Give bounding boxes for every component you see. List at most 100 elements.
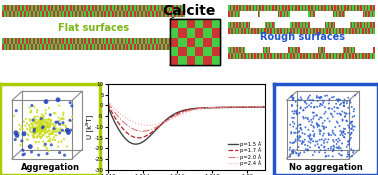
Bar	[9, 11, 11, 17]
Point	[317, 97, 323, 100]
Bar	[274, 11, 275, 17]
Bar	[362, 28, 364, 34]
Bar	[355, 47, 357, 53]
Point	[293, 110, 299, 113]
Bar	[97, 44, 99, 50]
Bar	[373, 5, 375, 11]
Bar	[262, 5, 264, 11]
Bar	[274, 5, 275, 11]
Point	[35, 134, 41, 137]
Bar	[367, 11, 369, 17]
Bar	[266, 47, 267, 53]
Bar	[341, 22, 342, 28]
Point	[320, 134, 326, 137]
Point	[59, 117, 65, 119]
Bar	[143, 5, 145, 11]
Point	[287, 148, 293, 151]
Point	[38, 122, 44, 125]
Bar	[295, 47, 297, 53]
Point	[37, 124, 43, 127]
Bar	[212, 28, 220, 38]
Point	[314, 114, 320, 117]
Point	[56, 128, 62, 131]
Bar	[40, 5, 42, 11]
Point	[39, 126, 45, 129]
Point	[36, 124, 42, 127]
Point	[53, 127, 59, 130]
Point	[42, 127, 48, 130]
Point	[64, 145, 70, 148]
Bar	[272, 11, 274, 17]
Point	[302, 101, 308, 104]
Point	[38, 125, 44, 128]
Bar	[344, 53, 345, 59]
Bar	[319, 11, 321, 17]
Bar	[82, 5, 84, 11]
Point	[38, 124, 44, 126]
Bar	[284, 28, 285, 34]
Bar	[372, 22, 373, 28]
Bar	[176, 44, 178, 50]
Point	[318, 95, 324, 98]
Point	[39, 126, 45, 129]
p=2.0 Å	[175, 114, 179, 116]
Point	[305, 128, 311, 131]
Bar	[355, 28, 357, 34]
Bar	[318, 28, 319, 34]
Bar	[318, 53, 319, 59]
Bar	[241, 28, 243, 34]
Point	[318, 116, 324, 119]
Bar	[6, 38, 8, 44]
p=1.7 Å	[175, 113, 179, 115]
Bar	[130, 11, 132, 17]
Bar	[115, 5, 117, 11]
Point	[308, 105, 314, 108]
Bar	[11, 38, 13, 44]
Point	[339, 110, 345, 113]
Bar	[73, 44, 75, 50]
Point	[45, 123, 51, 126]
Point	[40, 114, 46, 117]
Bar	[46, 11, 48, 17]
Point	[291, 141, 297, 144]
Bar	[112, 44, 114, 50]
Point	[41, 144, 47, 147]
p=1.5 Å	[231, 106, 235, 108]
Bar	[110, 38, 112, 44]
Bar	[274, 22, 275, 28]
Bar	[231, 53, 233, 59]
Point	[65, 131, 71, 134]
Point	[318, 103, 324, 106]
Point	[45, 140, 51, 143]
Bar	[29, 38, 31, 44]
Point	[332, 134, 338, 136]
Bar	[195, 56, 203, 65]
Point	[335, 98, 341, 101]
Bar	[300, 11, 302, 17]
Bar	[326, 22, 328, 28]
Bar	[295, 5, 297, 11]
Bar	[15, 5, 17, 11]
Bar	[51, 5, 53, 11]
Point	[317, 128, 323, 131]
Bar	[170, 38, 172, 44]
Bar	[267, 11, 269, 17]
Point	[59, 140, 65, 143]
Bar	[139, 38, 141, 44]
Bar	[150, 5, 152, 11]
Point	[31, 130, 37, 133]
Point	[330, 139, 336, 141]
Point	[40, 130, 46, 132]
Bar	[254, 22, 256, 28]
Bar	[149, 11, 150, 17]
Point	[38, 126, 44, 129]
Point	[310, 140, 316, 143]
Bar	[364, 28, 365, 34]
Point	[331, 148, 337, 150]
Bar	[241, 22, 243, 28]
Bar	[347, 22, 349, 28]
Point	[53, 121, 59, 124]
Bar	[264, 5, 266, 11]
Point	[311, 105, 318, 108]
Bar	[121, 38, 123, 44]
